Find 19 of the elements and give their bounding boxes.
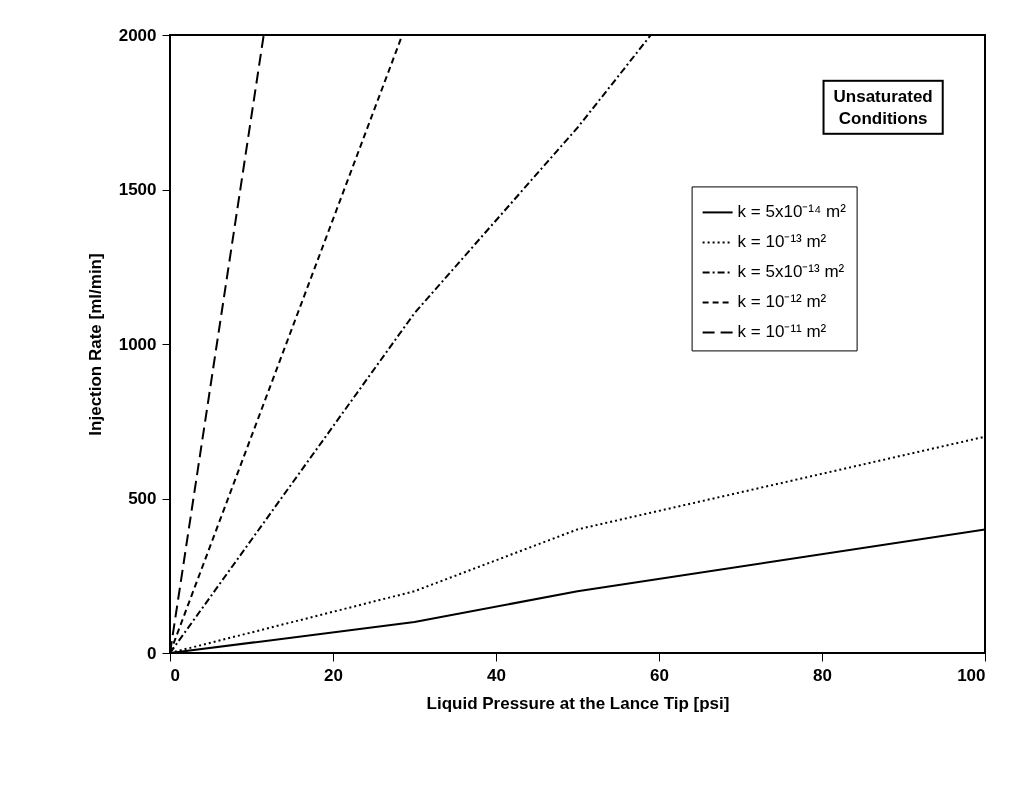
x-tick-label: 60: [650, 665, 669, 685]
legend-label: k = 10⁻¹¹ m²: [737, 322, 827, 342]
y-tick-label: 1000: [118, 334, 157, 354]
y-axis-title: Injection Rate [ml/min]: [85, 253, 105, 436]
y-tick-label: 500: [128, 489, 157, 508]
y-tick-label: 1500: [118, 180, 157, 199]
x-tick-label: 20: [324, 665, 343, 685]
legend-label: k = 5x10⁻¹⁴ m²: [737, 202, 847, 222]
legend-label: k = 10⁻¹³ m²: [737, 232, 827, 252]
y-tick-label: 0: [147, 643, 157, 663]
x-tick-label: 100: [957, 665, 986, 685]
x-axis-title: Liquid Pressure at the Lance Tip [psi]: [426, 693, 730, 713]
legend-label: k = 5x10⁻¹³ m²: [737, 262, 845, 282]
y-tick-label: 2000: [118, 25, 157, 45]
x-tick-label: 40: [487, 665, 506, 685]
annotation: Unsaturated Conditions: [833, 86, 933, 128]
x-tick-label: 0: [170, 665, 180, 685]
legend-label: k = 10⁻¹² m²: [737, 292, 827, 312]
x-tick-label: 80: [813, 665, 832, 685]
